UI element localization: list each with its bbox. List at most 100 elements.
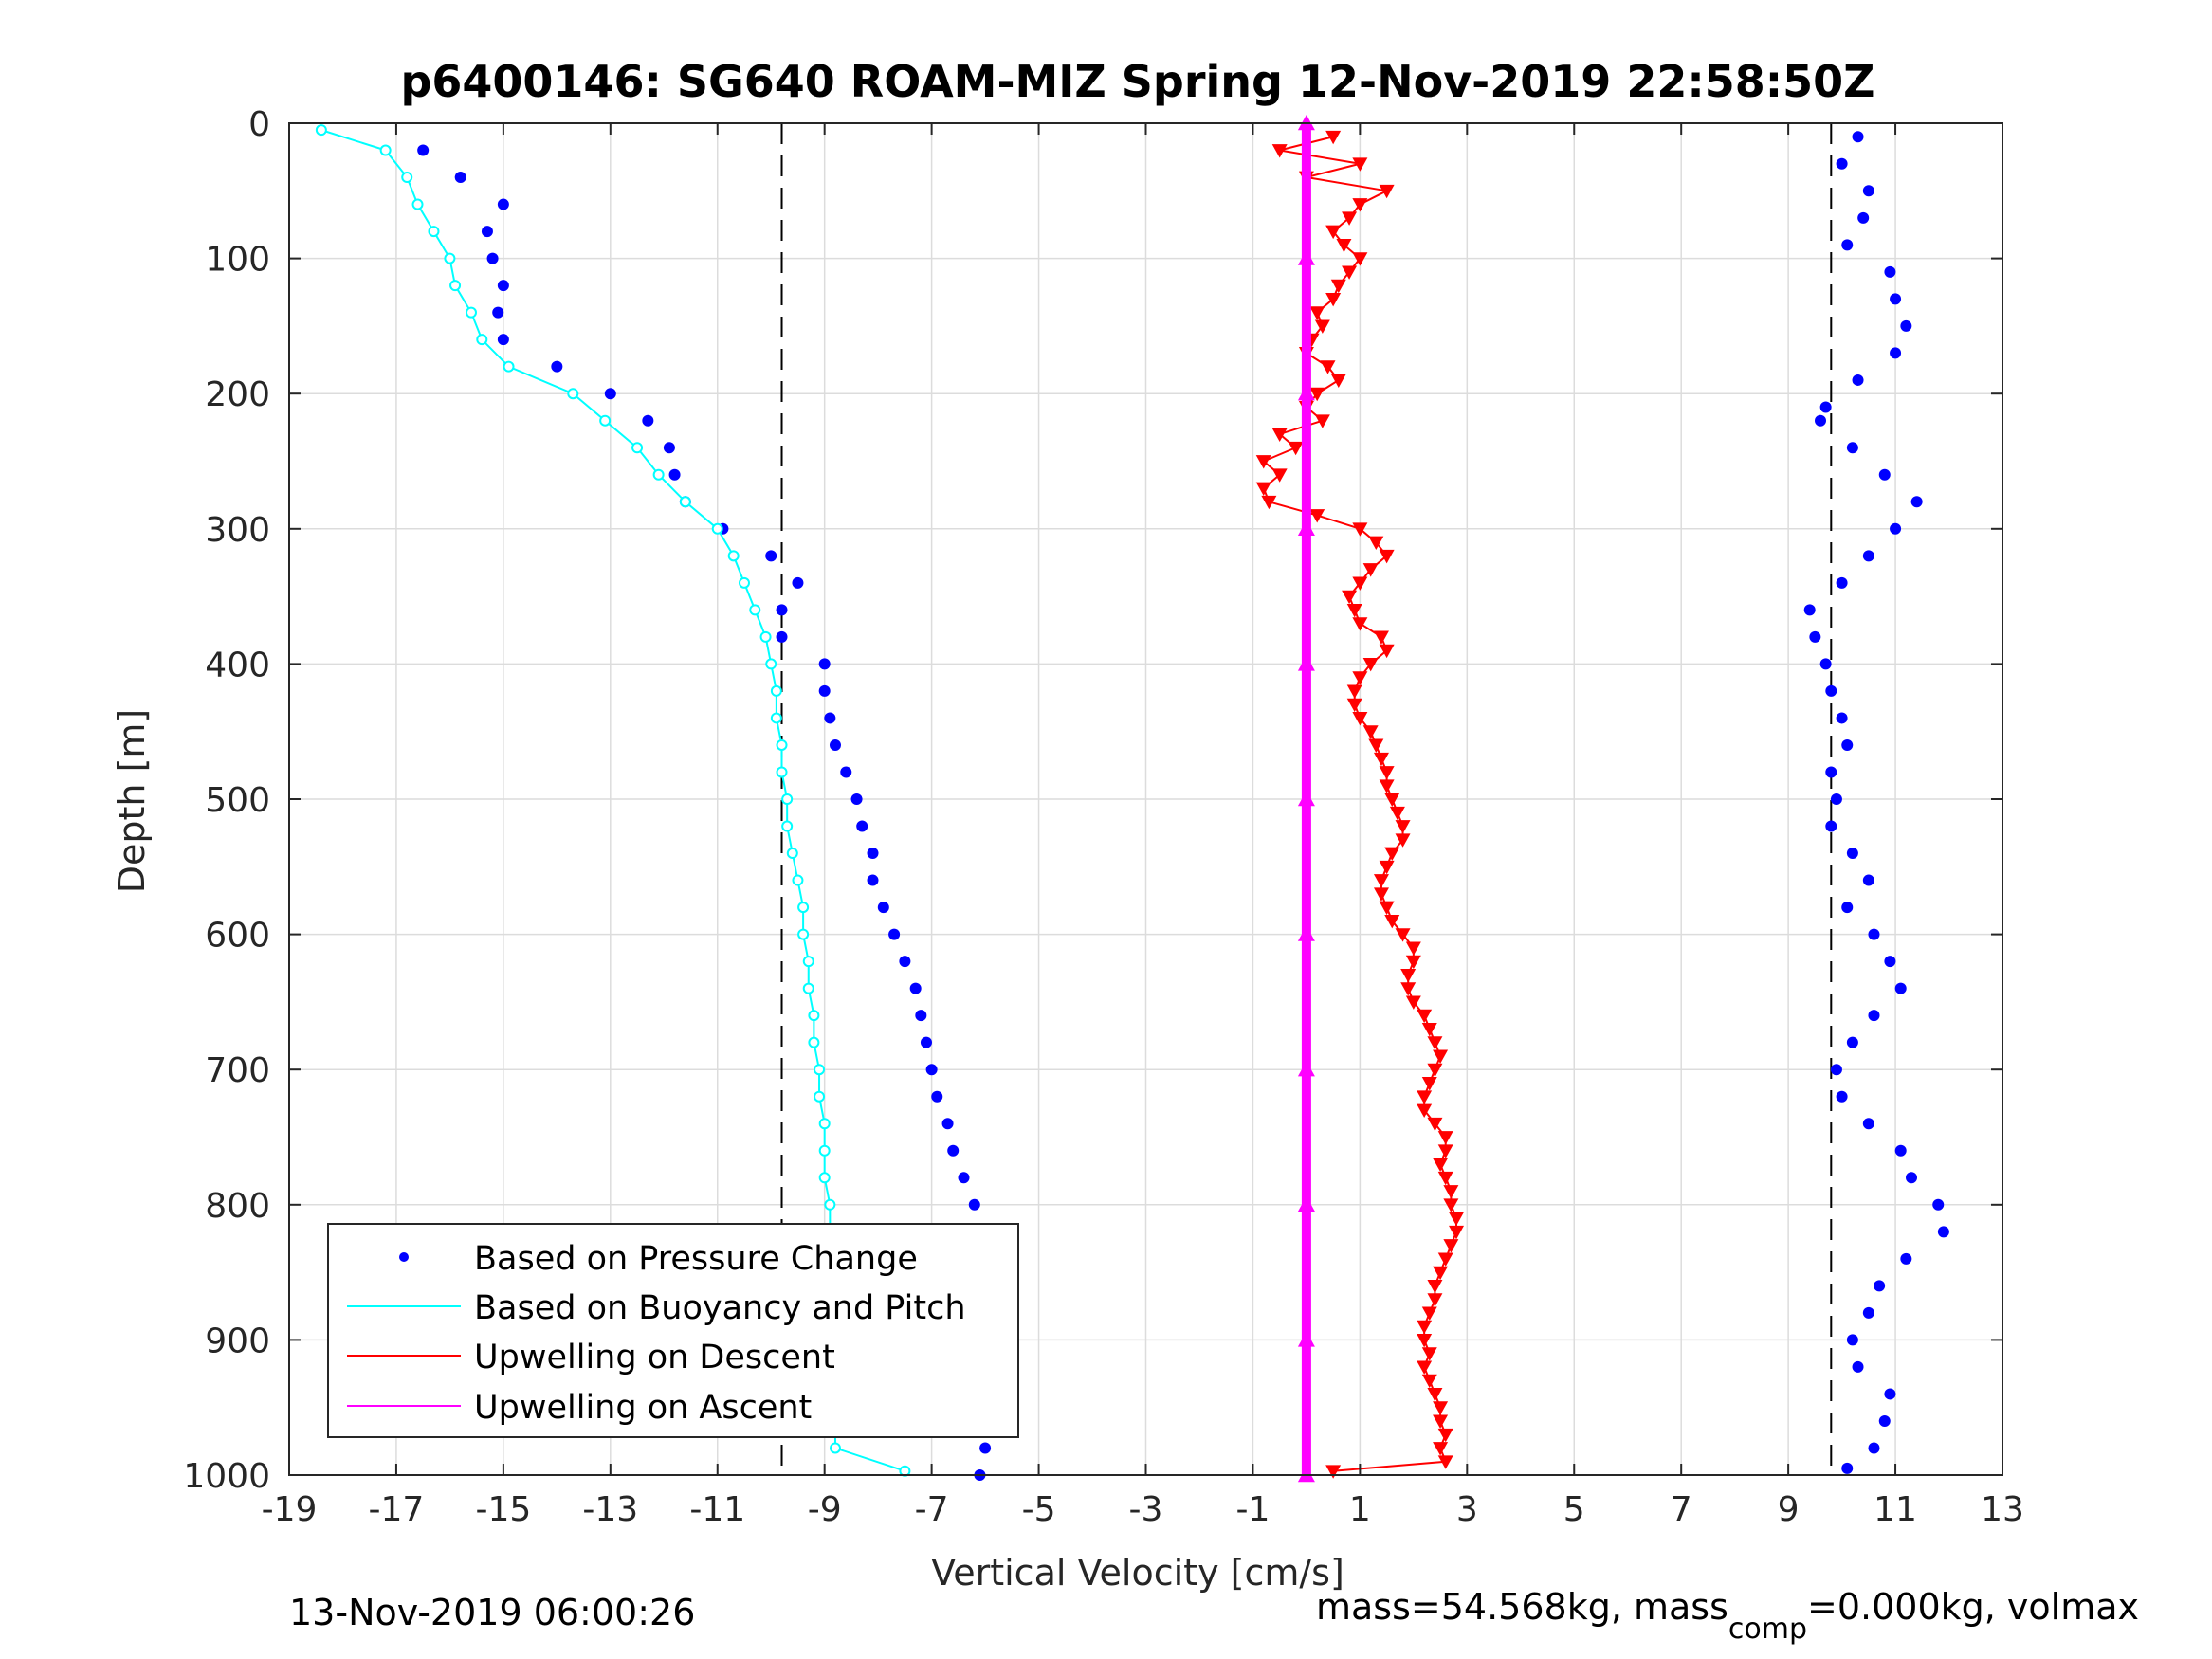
data-point [759,630,772,643]
data-point [888,928,901,940]
data-point [1868,928,1880,940]
data-point [1433,1414,1449,1429]
data-point [567,388,579,400]
data-point [792,576,804,589]
data-point [1297,249,1315,265]
x-tick-label: -9 [808,1490,842,1529]
y-tick-label: 500 [205,781,270,820]
data-point [867,848,879,860]
data-point [1433,1442,1449,1456]
data-point [1427,1036,1443,1050]
data-point [1884,265,1896,278]
data-point [1421,1347,1437,1361]
data-point [770,712,782,724]
data-point [1433,1158,1449,1173]
y-tick-label: 800 [205,1187,270,1226]
data-point [1373,752,1389,767]
data-point [497,334,509,346]
data-point [1906,1172,1918,1184]
footer-timestamp: 13-Nov-2019 06:00:26 [289,1592,695,1633]
data-point [1346,684,1362,699]
data-point [1384,914,1400,929]
legend: Based on Pressure Change Based on Buoyan… [327,1223,1019,1438]
data-point [503,360,515,373]
data-point [814,1090,826,1103]
data-point [818,1172,831,1184]
data-point [1890,522,1902,535]
data-point [1297,1195,1315,1212]
data-point [1288,441,1304,456]
data-point [850,793,863,805]
series-3 [1297,115,1315,1483]
data-point [1421,1077,1437,1091]
data-point [1427,1117,1443,1132]
data-point [1261,495,1277,510]
data-point [315,124,327,137]
data-point [1314,319,1330,334]
data-point [1417,1009,1433,1024]
data-point [1352,576,1368,591]
x-tick-label: 9 [1778,1490,1800,1529]
data-point [663,442,675,454]
data-point [1379,644,1395,659]
data-point [1271,428,1288,442]
data-point [1878,468,1891,481]
data-point [497,198,509,210]
legend-item-ascent: Upwelling on Ascent [347,1389,812,1427]
data-point [1427,1279,1443,1294]
data-point [1297,520,1315,536]
data-point [947,1144,960,1157]
data-point [1330,374,1346,388]
data-point [1825,766,1837,778]
data-point [1437,1455,1453,1469]
data-point [1443,1185,1459,1199]
footer-mass-info: mass=54.568kg, masscomp=0.000kg, volmax [1316,1586,2139,1646]
data-point [1297,1061,1315,1077]
data-point [1890,293,1902,305]
data-point [1437,1144,1453,1158]
data-point [1309,306,1325,320]
y-tick-label: 200 [205,375,270,414]
data-point [899,956,911,968]
legend-item-pressure: Based on Pressure Change [399,1240,918,1278]
data-point [818,1118,831,1130]
data-point [1437,1428,1453,1443]
data-point [1379,901,1395,916]
data-point [604,388,616,400]
data-point [824,712,836,724]
data-point [776,604,788,616]
data-point [840,766,852,778]
data-point [1836,576,1848,589]
data-point [1874,1280,1886,1292]
legend-box [327,1223,1019,1438]
data-point [492,306,504,319]
data-point [1841,1462,1854,1474]
data-point [1352,157,1368,172]
x-tick-label: 11 [1874,1490,1917,1529]
data-point [920,1036,932,1048]
data-point [808,1036,820,1048]
data-point [1352,671,1368,685]
data-point [1852,1360,1864,1373]
y-tick-label: 700 [205,1051,270,1090]
data-point [1449,1225,1465,1240]
data-point [1400,982,1417,996]
x-tick-label: 13 [1981,1490,2024,1529]
data-point [1937,1226,1949,1238]
x-tick-label: -19 [262,1490,318,1529]
data-point [1894,982,1907,994]
data-point [776,766,788,778]
x-tick-label: 3 [1456,1490,1478,1529]
data-point [915,1010,927,1022]
data-point [642,414,654,427]
data-point [1421,1306,1437,1321]
data-point [1325,1465,1342,1479]
data-point [1297,1331,1315,1347]
data-point [1352,712,1368,726]
data-point [829,1442,841,1454]
data-point [786,848,798,860]
data-point [1433,1401,1449,1415]
data-point [1368,536,1384,551]
data-point [1852,374,1864,386]
